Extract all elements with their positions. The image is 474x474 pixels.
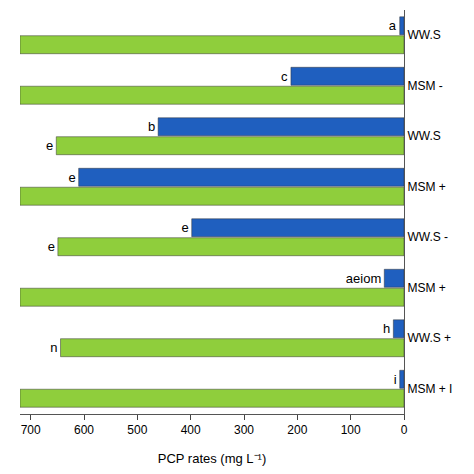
svg-text:200: 200 xyxy=(287,423,307,437)
svg-text:0: 0 xyxy=(401,423,408,437)
svg-text:WW.S -: WW.S - xyxy=(407,230,448,244)
svg-text:MSM -: MSM - xyxy=(407,79,442,93)
svg-text:400: 400 xyxy=(181,423,201,437)
svg-text:MSM +: MSM + xyxy=(407,180,445,194)
svg-text:e: e xyxy=(48,239,55,254)
svg-text:e: e xyxy=(181,220,188,235)
svg-text:WW.S +: WW.S + xyxy=(407,331,451,345)
svg-text:b: b xyxy=(148,119,155,134)
svg-text:600: 600 xyxy=(74,423,94,437)
svg-text:a: a xyxy=(389,18,397,33)
svg-text:e: e xyxy=(68,170,75,185)
svg-text:MSM +: MSM + xyxy=(407,281,445,295)
svg-text:WW.S: WW.S xyxy=(407,28,440,42)
svg-text:i: i xyxy=(394,372,397,387)
svg-text:PCP rates (mg L⁻¹): PCP rates (mg L⁻¹) xyxy=(158,451,267,466)
svg-text:700: 700 xyxy=(21,423,41,437)
svg-text:300: 300 xyxy=(234,423,254,437)
svg-text:500: 500 xyxy=(127,423,147,437)
svg-text:100: 100 xyxy=(341,423,361,437)
svg-text:MSM + I: MSM + I xyxy=(407,382,452,396)
svg-text:WW.S: WW.S xyxy=(407,129,440,143)
svg-text:n: n xyxy=(50,340,57,355)
svg-text:aeiom: aeiom xyxy=(346,271,381,286)
svg-text:e: e xyxy=(46,138,53,153)
svg-text:h: h xyxy=(383,321,390,336)
svg-text:c: c xyxy=(281,69,288,84)
